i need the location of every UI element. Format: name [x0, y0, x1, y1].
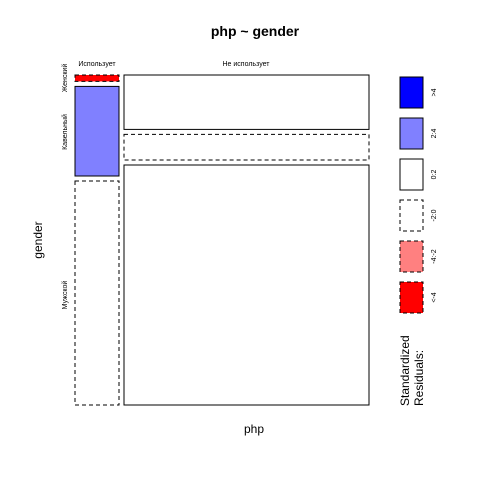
column-label-uses: Использует [78, 61, 116, 68]
legend-label: -4:-2 [431, 249, 438, 264]
legend-label: <-4 [431, 292, 438, 302]
chart-title: php ~ gender [211, 23, 300, 39]
y-axis-label: gender [31, 221, 45, 258]
legend-label: >4 [431, 88, 438, 96]
legend-label: 2:4 [431, 129, 438, 139]
mosaic-cell [123, 164, 370, 406]
legend-title-line-1: Standardized [398, 335, 412, 406]
mosaic-cell [74, 74, 120, 82]
row-label-male: Мужской [61, 281, 69, 310]
legend-swatch [399, 117, 424, 150]
legend-swatch [399, 281, 424, 314]
mosaic-cells [74, 74, 370, 406]
legend-swatch [399, 76, 424, 109]
mosaic-cell [123, 133, 370, 161]
row-label-kavelny: Кавельный [61, 114, 69, 150]
row-label-female: Женский [61, 64, 69, 93]
column-label-not-uses: Не использует [223, 61, 271, 68]
mosaic-cell [74, 180, 120, 406]
legend-label: -2:0 [431, 209, 438, 221]
legend: >4 2:4 0:2 -2:0 -4:-2 <-4 [399, 76, 438, 314]
legend-label: 0:2 [431, 170, 438, 180]
legend-title-line-2: Residuals: [412, 350, 426, 406]
legend-swatch [399, 158, 424, 191]
x-axis-label: php [244, 422, 264, 436]
mosaic-cell [123, 74, 370, 130]
legend-swatch [399, 199, 424, 232]
mosaic-cell [74, 85, 120, 177]
legend-swatch [399, 240, 424, 273]
